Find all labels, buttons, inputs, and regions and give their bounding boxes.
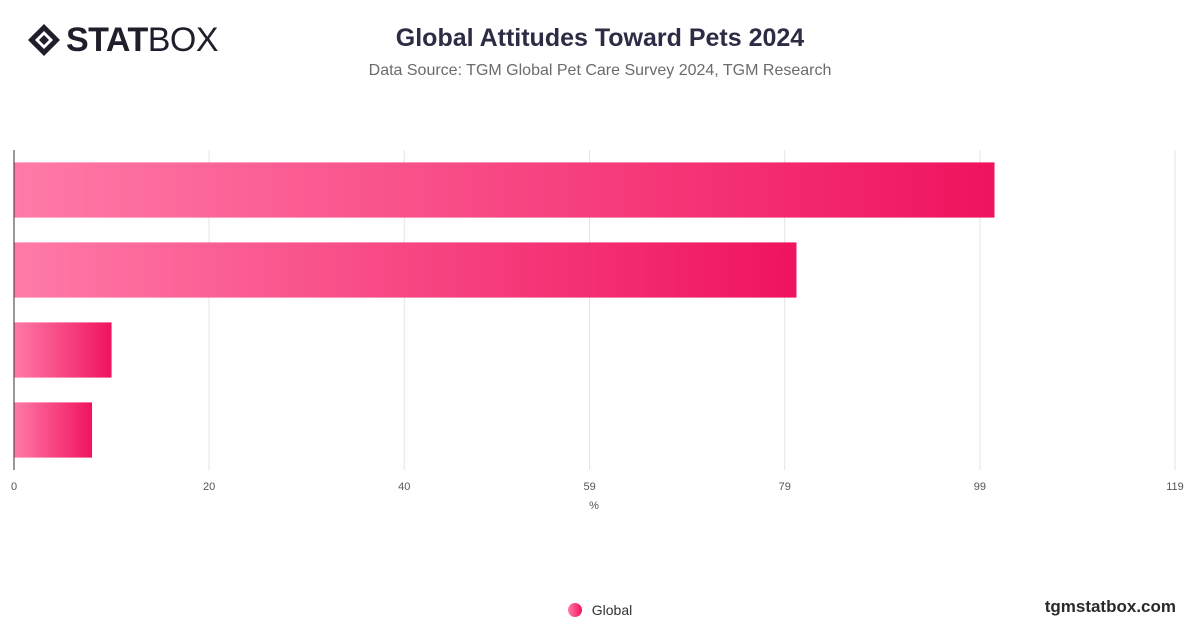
x-tick-label: 99 [974, 481, 986, 493]
site-url: tgmstatbox.com [1044, 597, 1176, 616]
x-tick-label: 119 [1166, 481, 1184, 493]
legend[interactable]: Global [0, 602, 1200, 618]
logo-text-bold: STAT [66, 21, 148, 59]
x-tick-label: 40 [398, 481, 410, 493]
logo-text: STATBOX [66, 21, 219, 59]
x-tick-label: 59 [583, 481, 595, 493]
diamond-logo-icon [28, 24, 60, 56]
bar-chart: 0 20 40 59 79 99 119 % [11, 150, 1184, 512]
bar[interactable] [14, 242, 797, 298]
x-tick-label: 0 [11, 481, 17, 493]
logo-text-light: BOX [147, 21, 219, 59]
x-tick-label: 79 [779, 481, 791, 493]
chart-subtitle: Data Source: TGM Global Pet Care Survey … [368, 62, 832, 79]
bar[interactable] [14, 162, 995, 218]
x-axis-label: % [589, 500, 599, 512]
legend-swatch [567, 603, 582, 617]
logo: STATBOX [26, 21, 219, 59]
legend-label: Global [591, 602, 633, 618]
bar[interactable] [14, 402, 93, 458]
chart-title: Global Attitudes Toward Pets 2024 [395, 24, 805, 52]
x-tick-label: 20 [203, 481, 215, 493]
bar[interactable] [14, 322, 112, 378]
